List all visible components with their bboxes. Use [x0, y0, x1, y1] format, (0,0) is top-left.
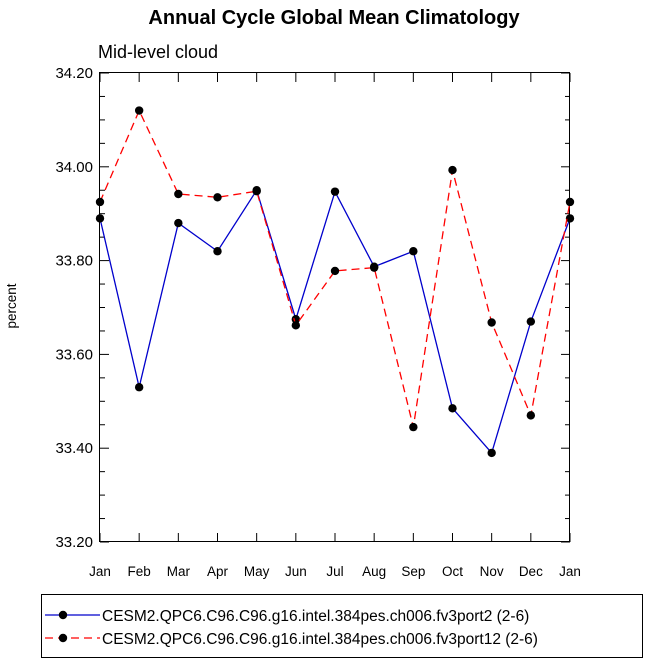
legend-label: CESM2.QPC6.C96.C96.g16.intel.384pes.ch00…: [102, 608, 529, 625]
data-point: [134, 106, 144, 115]
y-tick-label: 34.20: [55, 65, 93, 82]
y-axis-label: percent: [4, 283, 19, 328]
data-point: [487, 448, 496, 458]
data-point: [369, 263, 379, 272]
data-point: [291, 315, 301, 324]
x-tick-label: Nov: [480, 564, 504, 579]
y-tick-label: 33.80: [55, 253, 93, 270]
legend-marker: [58, 610, 68, 620]
legend-label: CESM2.QPC6.C96.C96.g16.intel.384pes.ch00…: [102, 631, 538, 648]
data-point: [330, 187, 340, 196]
y-tick-labels: 33.20 33.40 33.60 33.80 34.00 34.20: [55, 65, 93, 551]
x-tick-labels: Jan Feb Mar Apr May Jun Jul Aug Sep Oct Nov Dec Jan: [89, 564, 581, 579]
x-tick-label: Aug: [362, 564, 386, 579]
x-tick-label: Jul: [326, 564, 343, 579]
x-tick-label: May: [244, 564, 270, 579]
data-point: [565, 197, 575, 207]
legend: CESM2.QPC6.C96.C96.g16.intel.384pes.ch00…: [45, 608, 538, 648]
data-point: [95, 197, 105, 207]
legend-box: [41, 594, 643, 658]
data-point: [291, 321, 301, 330]
y-tick-label: 33.40: [55, 440, 93, 457]
y-tick-label: 34.00: [55, 159, 93, 176]
y-tick-label: 33.20: [55, 534, 93, 551]
series-line: [99, 188, 571, 455]
data-point: [174, 218, 183, 228]
chart-title: Annual Cycle Global Mean Climatology: [148, 7, 520, 29]
axis-ticks: [99, 72, 571, 543]
series-2: [95, 106, 575, 432]
data-point: [565, 214, 575, 223]
legend-entry-1: CESM2.QPC6.C96.C96.g16.intel.384pes.ch00…: [45, 608, 529, 625]
chart-subtitle: Mid-level cloud: [98, 42, 218, 62]
data-point: [448, 404, 457, 413]
data-point: [409, 422, 418, 432]
data-point: [174, 189, 183, 199]
data-point: [448, 165, 457, 175]
legend-marker: [58, 633, 68, 643]
data-point: [95, 214, 105, 223]
x-tick-label: Jun: [285, 564, 307, 579]
series-layer: [95, 106, 575, 458]
data-point: [409, 247, 418, 256]
data-point: [213, 247, 222, 256]
data-point: [526, 317, 536, 326]
x-tick-label: Oct: [442, 564, 463, 579]
x-tick-label: Feb: [128, 564, 151, 579]
plot-frame: [99, 72, 570, 542]
data-point: [134, 383, 144, 392]
x-tick-label: Jan: [89, 564, 111, 579]
data-point: [526, 411, 536, 420]
y-tick-label: 33.60: [55, 346, 93, 363]
legend-entry-2: CESM2.QPC6.C96.C96.g16.intel.384pes.ch00…: [45, 631, 538, 648]
x-tick-label: Apr: [207, 564, 229, 579]
data-point: [213, 193, 222, 202]
data-point: [330, 266, 340, 276]
data-point: [487, 318, 496, 327]
x-tick-label: Sep: [401, 564, 425, 579]
x-tick-label: Jan: [559, 564, 581, 579]
x-tick-label: Dec: [519, 564, 543, 579]
data-point: [252, 186, 261, 196]
x-tick-label: Mar: [167, 564, 191, 579]
series-1: [95, 186, 575, 458]
